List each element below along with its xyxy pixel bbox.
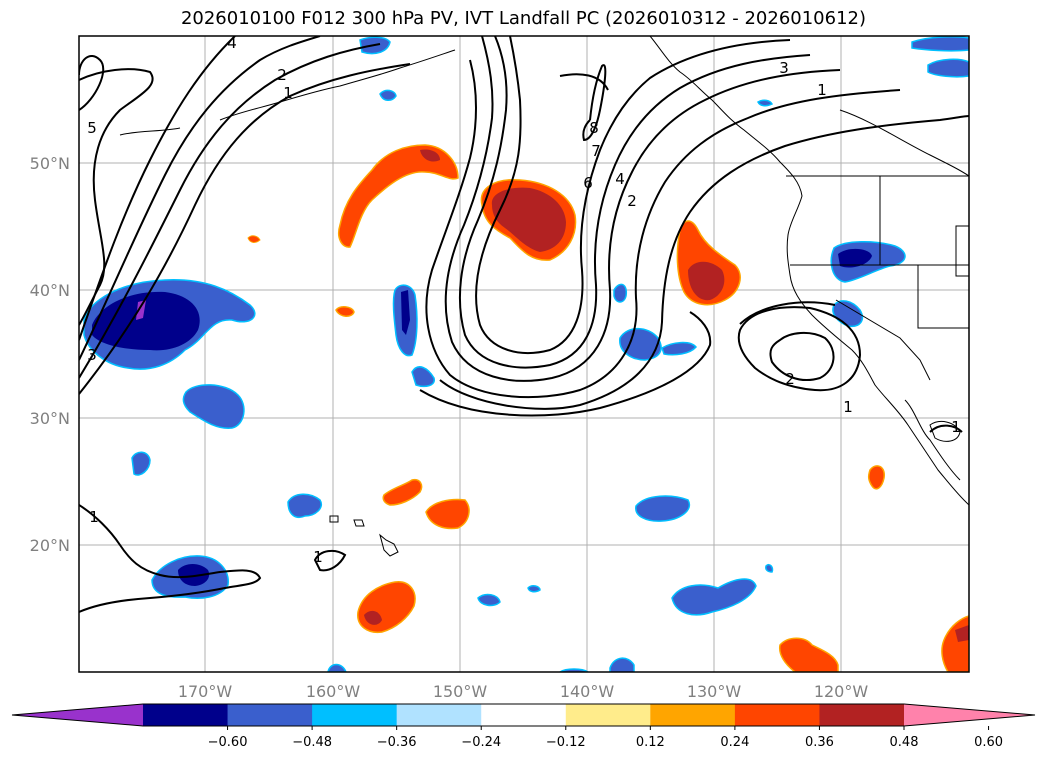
map-area — [79, 36, 969, 672]
contour-label: 8 — [589, 119, 599, 137]
lat-label: 40°N — [30, 281, 70, 300]
pv-contours — [79, 36, 969, 613]
map-frame — [78, 35, 970, 673]
colorbar-extend-min — [12, 704, 143, 726]
colorbar-segment — [143, 704, 229, 726]
map-title: 2026010100 F012 300 hPa PV, IVT Landfall… — [180, 8, 867, 29]
contour-label: 7 — [591, 142, 601, 160]
colorbar-tick-label: −0.48 — [292, 735, 332, 750]
colorbar-segment — [650, 704, 736, 726]
contour-label: 4 — [227, 34, 237, 52]
colorbar-tick-label: −0.24 — [461, 735, 501, 750]
colorbar-tick-label: −0.36 — [377, 735, 417, 750]
colorbar: −0.60 −0.48 −0.36 −0.24 −0.12 0.12 0.24 0.36 0.4… — [11, 703, 1036, 750]
latitude-labels: 50°N 40°N 30°N 20°N — [30, 154, 70, 555]
lon-label: 130°W — [687, 682, 742, 701]
contour-label: 1 — [951, 418, 961, 436]
colorbar-outline — [11, 703, 1036, 727]
colorbar-tick-label: 0.24 — [720, 735, 749, 750]
contour-label: 2 — [277, 66, 287, 84]
colorbar-segment — [734, 704, 820, 726]
colorbar-tick-label: 0.48 — [890, 735, 919, 750]
contour-label: 3 — [87, 346, 97, 364]
lon-label: 160°W — [306, 682, 361, 701]
colorbar-segment — [396, 704, 482, 726]
contour-label: 5 — [87, 119, 97, 137]
colorbar-tick-label: 0.12 — [636, 735, 665, 750]
contour-label: 2 — [785, 370, 795, 388]
colorbar-segment — [312, 704, 398, 726]
colorbar-tick-label: 0.60 — [974, 735, 1003, 750]
contour-label: 2 — [627, 192, 637, 210]
coastlines — [119, 36, 969, 557]
lon-label: 140°W — [560, 682, 615, 701]
contour-label: 1 — [843, 398, 853, 416]
contour-label: 1 — [817, 81, 827, 99]
contour-labels: 4 2 1 5 3 8 7 6 4 2 3 1 2 1 1 1 1 — [87, 34, 961, 566]
lat-label: 30°N — [30, 409, 70, 428]
lon-label: 150°W — [433, 682, 488, 701]
contour-label: 1 — [283, 84, 293, 102]
colorbar-tick-label: −0.12 — [546, 735, 586, 750]
contour-label: 3 — [779, 59, 789, 77]
longitude-labels: 170°W 160°W 150°W 140°W 130°W 120°W — [178, 682, 869, 701]
colorbar-tick-label: 0.36 — [805, 735, 834, 750]
colorbar-extend-max — [904, 704, 1035, 726]
lat-label: 50°N — [30, 154, 70, 173]
colorbar-tick-label: −0.60 — [208, 735, 248, 750]
contour-label: 1 — [313, 548, 323, 566]
contour-label: 1 — [89, 508, 99, 526]
lon-label: 120°W — [814, 682, 869, 701]
colorbar-segment — [481, 704, 567, 726]
lon-label: 170°W — [178, 682, 233, 701]
colorbar-segment — [227, 704, 313, 726]
colorbar-segment — [565, 704, 651, 726]
lat-label: 20°N — [30, 536, 70, 555]
colorbar-segment — [819, 704, 905, 726]
contour-label: 6 — [583, 174, 593, 192]
contour-label: 4 — [615, 170, 625, 188]
